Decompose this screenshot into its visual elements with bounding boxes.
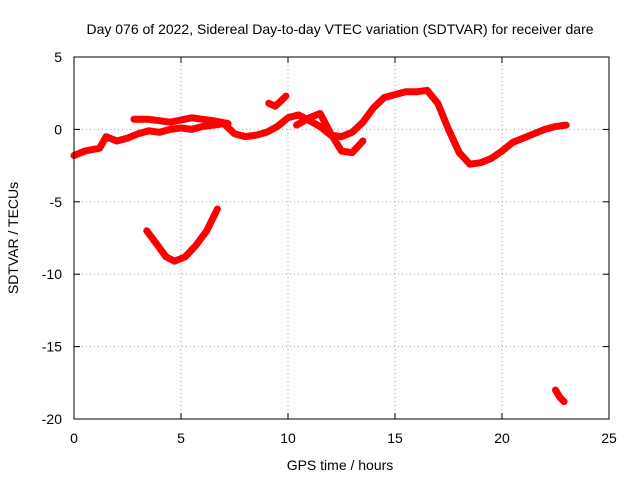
data-point <box>509 139 516 146</box>
data-point <box>556 394 563 401</box>
data-point <box>252 132 259 139</box>
data-point <box>306 114 313 121</box>
chart-title: Day 076 of 2022, Sidereal Day-to-day VTE… <box>86 21 593 37</box>
data-point <box>424 87 431 94</box>
data-point <box>81 148 88 155</box>
data-point <box>359 119 366 126</box>
data-point <box>103 133 110 140</box>
data-point <box>231 130 238 137</box>
data-point <box>552 123 559 130</box>
data-point <box>381 94 388 101</box>
data-point <box>203 227 210 234</box>
data-point <box>317 110 324 117</box>
x-tick-label: 25 <box>601 430 617 446</box>
data-point <box>188 126 195 133</box>
data-point <box>263 129 270 136</box>
series-mid-loop <box>293 110 367 157</box>
data-point <box>214 206 221 213</box>
data-point <box>182 253 189 260</box>
data-point <box>293 122 300 129</box>
data-point <box>456 149 463 156</box>
data-point <box>541 126 548 133</box>
data-point <box>520 135 527 142</box>
y-tick-label: 0 <box>54 121 62 137</box>
data-point <box>124 135 131 142</box>
data-point <box>199 123 206 130</box>
x-tick-label: 0 <box>70 430 78 446</box>
y-axis-label: SDTVAR / TECUs <box>5 182 21 294</box>
data-point <box>327 130 334 137</box>
data-point <box>135 130 142 137</box>
data-point <box>402 88 409 95</box>
data-point <box>552 387 559 394</box>
data-point <box>278 97 285 104</box>
y-tick-label: -5 <box>50 194 63 210</box>
data-point <box>274 123 281 130</box>
data-point <box>178 124 184 131</box>
series-line <box>265 92 290 110</box>
y-tick-label: -10 <box>42 266 62 282</box>
data-point <box>445 126 452 133</box>
plot-frame <box>73 56 610 420</box>
data-point <box>466 161 473 168</box>
data-point <box>96 145 103 152</box>
data-point <box>413 88 420 95</box>
series-lower-curve <box>143 205 221 265</box>
data-point <box>145 116 152 123</box>
data-point <box>242 133 249 140</box>
data-point <box>282 93 289 100</box>
data-point <box>477 159 484 166</box>
data-point <box>317 123 324 130</box>
data-point <box>192 242 199 249</box>
data-point <box>167 119 174 126</box>
data-point <box>531 130 538 137</box>
data-point <box>392 91 398 98</box>
data-point <box>370 104 377 111</box>
data-point <box>171 258 178 265</box>
data-point <box>130 116 137 123</box>
x-tick-label: 15 <box>387 430 403 446</box>
data-point <box>563 122 570 129</box>
data-point <box>272 103 279 110</box>
data-point <box>210 117 217 124</box>
series-upper-arc <box>130 114 232 128</box>
data-point <box>145 127 152 134</box>
data-series <box>70 86 570 406</box>
data-point <box>143 227 150 234</box>
data-point <box>225 120 232 127</box>
data-point <box>349 149 356 156</box>
series-main-track <box>70 86 570 168</box>
data-point <box>265 100 272 107</box>
x-tick-label: 20 <box>494 430 510 446</box>
y-tick-label: -20 <box>42 411 62 427</box>
x-tick-label: 10 <box>280 430 296 446</box>
y-tick-label: 5 <box>54 49 62 65</box>
data-point <box>163 253 170 260</box>
data-point <box>488 155 495 162</box>
series-high-fragment <box>265 92 290 110</box>
data-point <box>338 148 345 155</box>
data-point <box>113 137 120 144</box>
x-tick-label: 5 <box>177 430 185 446</box>
data-point <box>359 137 366 144</box>
data-point <box>188 114 195 121</box>
data-point <box>338 133 345 140</box>
series-low-fragment <box>552 386 568 406</box>
y-tick-label: -15 <box>42 339 62 355</box>
data-point <box>349 129 356 136</box>
data-point <box>285 114 291 121</box>
data-point <box>561 398 568 405</box>
data-point <box>167 126 174 133</box>
data-point <box>154 242 161 249</box>
data-point <box>295 111 302 118</box>
x-axis-label: GPS time / hours <box>287 457 394 473</box>
ticks: 0 5 10 15 20 25 -20 -15 -10 -5 0 5 <box>42 49 617 446</box>
data-point <box>499 148 505 155</box>
series-line <box>143 205 221 265</box>
data-point <box>434 100 441 107</box>
data-point <box>156 129 163 136</box>
